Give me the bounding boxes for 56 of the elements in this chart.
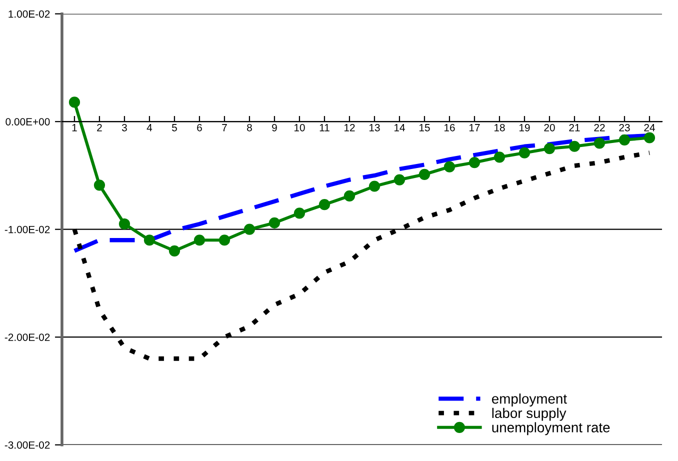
x-tick-label: 3 bbox=[122, 124, 127, 132]
y-tick-label: 1.00E-02 bbox=[8, 10, 50, 18]
point bbox=[268, 217, 280, 228]
x-tick-label: 19 bbox=[519, 124, 530, 132]
point bbox=[244, 224, 256, 235]
point bbox=[544, 142, 556, 154]
point bbox=[294, 208, 306, 219]
x-tick-label: 21 bbox=[569, 124, 580, 132]
x-tick-label: 5 bbox=[172, 124, 177, 132]
x-tick-label: 15 bbox=[419, 124, 430, 132]
x-tick-label: 16 bbox=[444, 124, 455, 132]
x-tick-label: 12 bbox=[344, 124, 355, 132]
point bbox=[444, 161, 456, 172]
x-tick-label: 13 bbox=[369, 124, 380, 132]
legend-label: employment bbox=[492, 394, 567, 406]
x-tick-label: 14 bbox=[394, 124, 405, 132]
point bbox=[644, 132, 656, 144]
point bbox=[394, 174, 406, 186]
x-tick-label: 2 bbox=[97, 124, 102, 132]
x-tick-label: 24 bbox=[644, 124, 655, 132]
y-tick-label: 0.00E+00 bbox=[6, 118, 50, 126]
x-tick-label: 20 bbox=[544, 124, 555, 132]
x-tick-label: 17 bbox=[469, 124, 480, 132]
point bbox=[468, 156, 480, 168]
legend-label: unemployment rate bbox=[492, 422, 610, 436]
y-tick-label: -3.00E-02 bbox=[4, 441, 50, 449]
point bbox=[368, 180, 380, 192]
x-tick-label: 23 bbox=[619, 124, 630, 132]
y-tick-label: -2.00E-02 bbox=[4, 334, 50, 341]
point bbox=[318, 199, 330, 210]
x-tick-label: 10 bbox=[294, 124, 305, 132]
x-tick-label: 8 bbox=[247, 124, 252, 132]
x-tick-label: 18 bbox=[494, 124, 505, 132]
point bbox=[494, 152, 506, 163]
point bbox=[94, 180, 106, 191]
x-tick-label: 11 bbox=[320, 124, 330, 132]
point bbox=[118, 218, 130, 230]
point bbox=[144, 234, 156, 246]
point bbox=[194, 234, 206, 246]
point bbox=[68, 96, 80, 108]
legend-label: labor supply bbox=[492, 408, 566, 421]
x-tick-label: 22 bbox=[594, 124, 605, 132]
y-tick-label: -1.00E-02 bbox=[4, 226, 50, 234]
point bbox=[618, 134, 630, 146]
x-tick-label: 1 bbox=[72, 124, 77, 132]
x-tick-label: 6 bbox=[197, 124, 202, 132]
x-tick-label: 4 bbox=[146, 124, 152, 132]
point bbox=[568, 140, 580, 152]
point bbox=[344, 190, 356, 202]
point bbox=[218, 234, 230, 246]
point bbox=[168, 245, 180, 256]
x-tick-label: 9 bbox=[272, 124, 277, 132]
point bbox=[594, 138, 606, 149]
point bbox=[518, 147, 530, 158]
x-tick-label: 7 bbox=[222, 124, 227, 132]
point bbox=[418, 168, 430, 180]
